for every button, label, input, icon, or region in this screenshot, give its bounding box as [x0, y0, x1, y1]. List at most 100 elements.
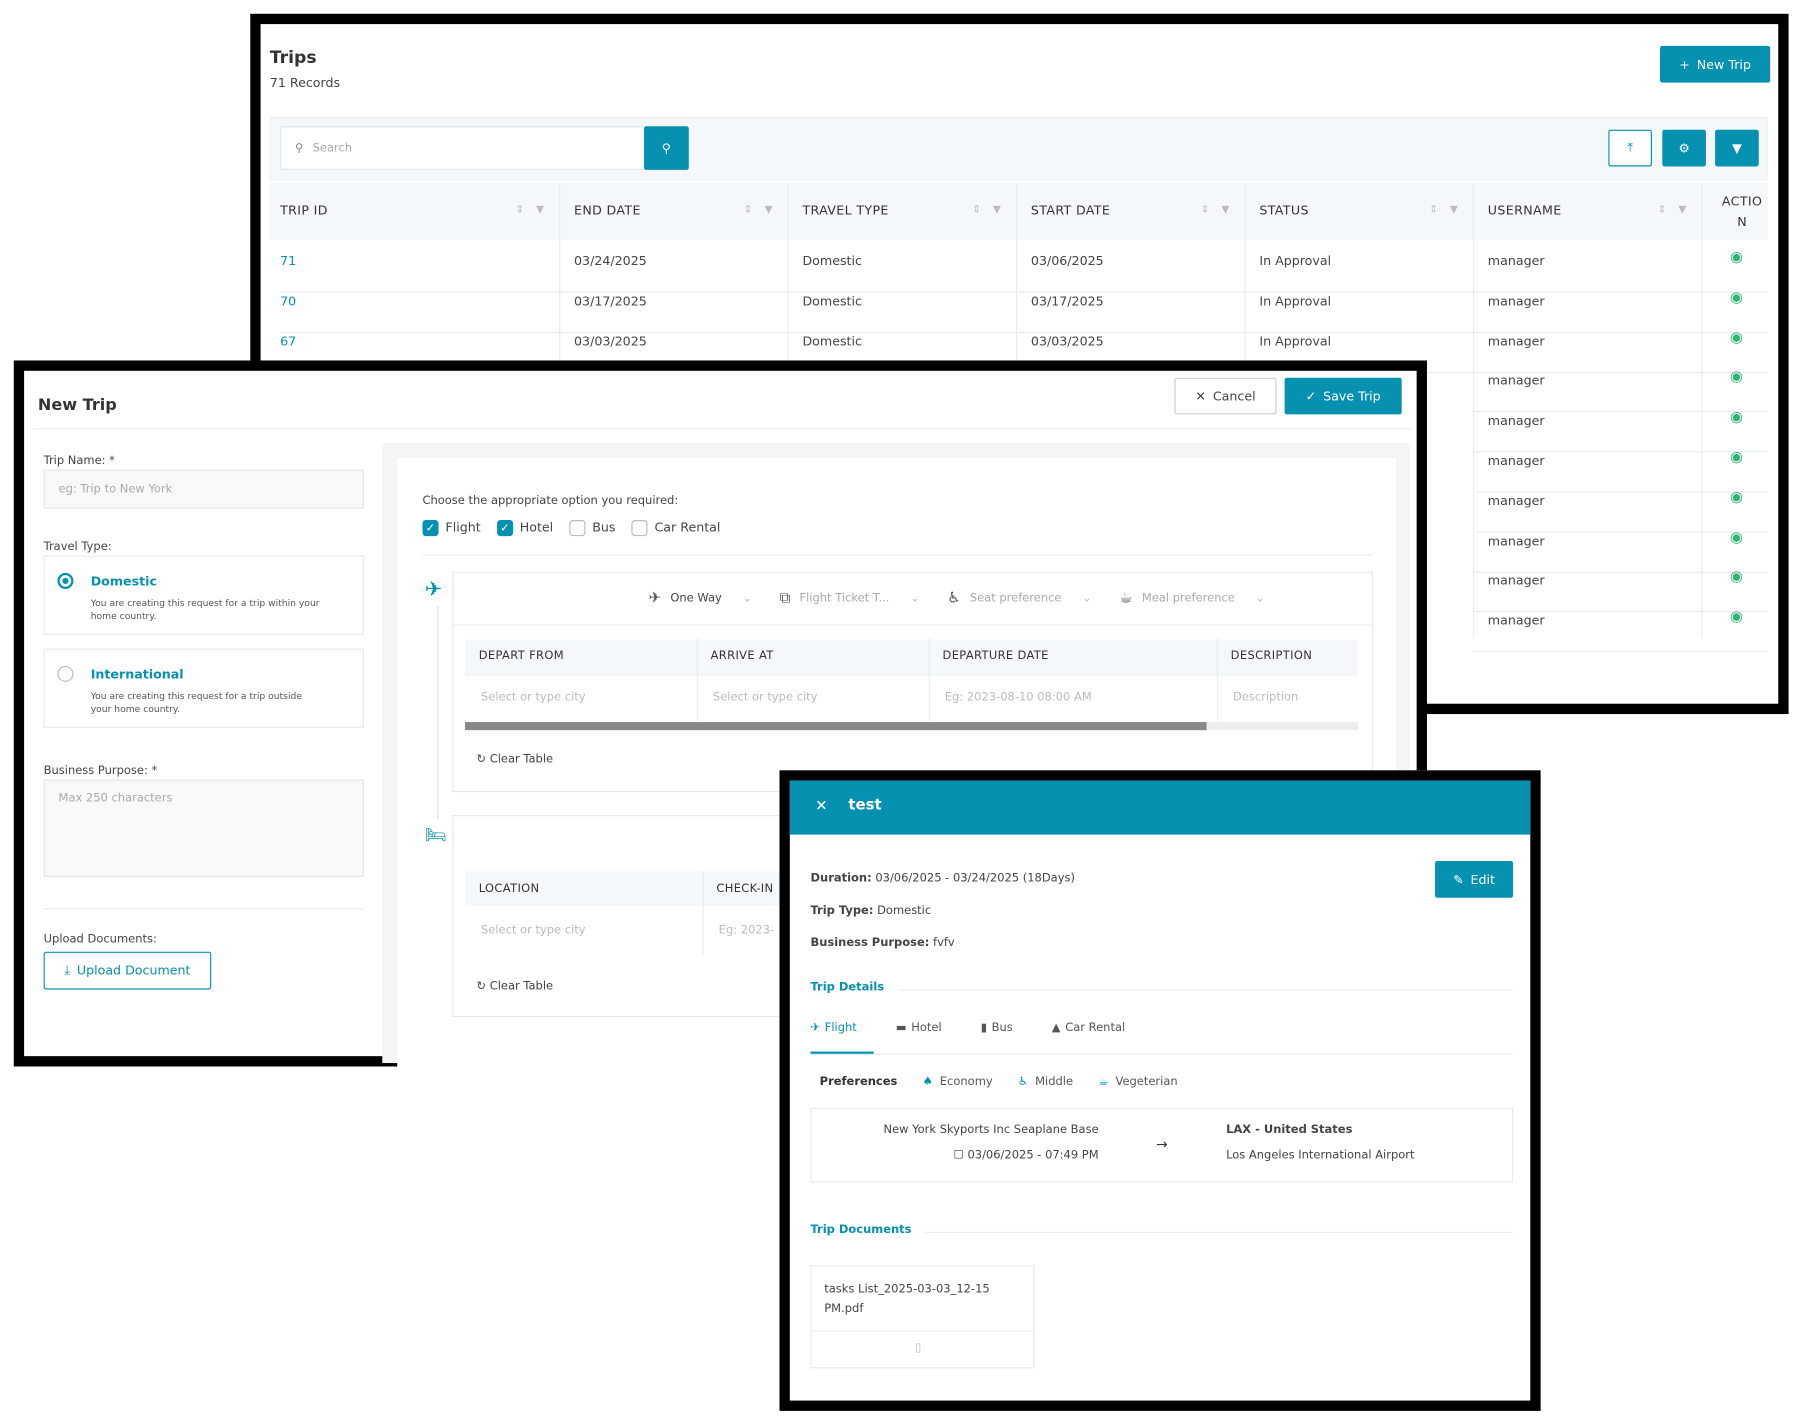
sort-icon[interactable]: ⇕ [1200, 204, 1210, 216]
checkbox[interactable]: ✓ [496, 520, 513, 537]
cell-input[interactable]: Eg: 2023-08-10 08:00 AM [944, 691, 1092, 704]
filter-icon[interactable]: ▼ [1678, 204, 1687, 216]
sort-icon[interactable]: ⇕ [743, 204, 753, 216]
view-eye-icon[interactable]: ◉ [1730, 568, 1744, 586]
option-flight[interactable]: ✓ Flight [422, 520, 481, 537]
clear-table-button[interactable]: ↻ Clear Table [476, 980, 554, 994]
business-purpose-textarea[interactable]: Max 250 characters [43, 779, 364, 878]
search-icon: ⚲ [295, 141, 304, 155]
view-eye-icon[interactable]: ◉ [1730, 368, 1744, 387]
horizontal-scrollbar[interactable] [464, 722, 1359, 731]
tab-hotel[interactable]: ▬ Hotel [895, 1021, 942, 1035]
domestic-option[interactable]: Domestic You are creating this request f… [43, 555, 364, 635]
trip-id-link[interactable]: 67 [280, 333, 297, 349]
arrow-icon: → [1156, 1136, 1168, 1153]
cell-input[interactable]: Select or type city [481, 691, 586, 704]
checkbox[interactable] [569, 520, 586, 537]
cell-input[interactable]: Eg: 2023- [718, 924, 775, 937]
cell-input[interactable]: Description [1232, 691, 1299, 704]
table-cell: manager [1487, 533, 1545, 549]
filter-button[interactable]: ▼ [1715, 129, 1759, 167]
pref-dropdown[interactable]: ☕ Meal preference ⌄ [1119, 590, 1266, 608]
chevron-down-icon: ⌄ [1255, 592, 1266, 605]
view-eye-icon[interactable]: ◉ [1730, 608, 1744, 626]
column-header[interactable]: END DATE [574, 203, 641, 219]
document-card[interactable]: tasks List_2025-03-03_12-15 PM.pdf ▯ [810, 1265, 1035, 1369]
option-bus[interactable]: Bus [569, 520, 615, 537]
search-input[interactable]: ⚲ Search [280, 126, 646, 170]
filter-icon[interactable]: ▼ [1449, 204, 1458, 216]
pref-dropdown[interactable]: ✈ One Way ⌄ [648, 590, 753, 608]
column-header[interactable]: STATUS [1259, 203, 1309, 219]
radio-selected[interactable] [57, 572, 74, 589]
checkbox[interactable]: ✓ [422, 520, 439, 537]
column-header: DESCRIPTION [1230, 649, 1313, 663]
bed-icon: 🛏 [424, 824, 447, 845]
column-header[interactable]: TRIP ID [280, 203, 328, 219]
pref-dropdown[interactable]: ♿ Seat preference ⌄ [947, 590, 1092, 608]
upload-document-button[interactable]: ⤓ Upload Document [43, 951, 212, 990]
save-trip-button[interactable]: ✓ Save Trip [1284, 377, 1402, 415]
view-eye-icon[interactable]: ◉ [1730, 408, 1744, 427]
detail-header [789, 780, 1531, 835]
trip-id-link[interactable]: 71 [280, 253, 297, 269]
table-cell: manager [1487, 333, 1545, 349]
filter-icon[interactable]: ▼ [536, 204, 545, 216]
sort-icon[interactable]: ⇕ [1429, 204, 1438, 216]
view-eye-icon[interactable]: ◉ [1730, 249, 1744, 267]
transport-options: ✓ Flight ✓ Hotel Bus Car Rental [422, 520, 720, 537]
new-trip-button[interactable]: + New Trip [1660, 45, 1771, 83]
tab-bus[interactable]: ▮ Bus [980, 1021, 1013, 1035]
tab-car-rental[interactable]: ▲ Car Rental [1051, 1021, 1126, 1035]
table-cell: In Approval [1259, 253, 1332, 269]
view-eye-icon[interactable]: ◉ [1730, 289, 1744, 307]
column-header[interactable]: TRAVEL TYPE [802, 203, 889, 219]
settings-button[interactable]: ⚙ [1662, 129, 1706, 167]
trip-id-link[interactable]: 70 [280, 293, 297, 309]
chevron-down-icon: ⌄ [1082, 592, 1092, 605]
search-button[interactable]: ⚲ [644, 126, 689, 170]
view-eye-icon[interactable]: ◉ [1730, 448, 1744, 467]
checkbox[interactable] [631, 520, 648, 537]
file-icon[interactable]: ▯ [914, 1342, 922, 1355]
edit-button[interactable]: ✎ Edit [1435, 861, 1514, 898]
column-header: CHECK-IN [716, 882, 774, 896]
chevron-down-icon: ⌄ [910, 592, 920, 605]
table-cell: In Approval [1259, 333, 1332, 349]
column-header[interactable]: START DATE [1030, 203, 1111, 219]
edit-icon: ✎ [1453, 871, 1464, 887]
preference-item: ♿ Middle [1017, 1075, 1074, 1089]
filter-icon[interactable]: ▼ [1221, 204, 1230, 216]
trip-name-input[interactable]: eg: Trip to New York [43, 469, 364, 509]
cell-input[interactable]: Select or type city [481, 924, 586, 937]
tab-flight[interactable]: ✈ Flight [810, 1021, 857, 1035]
filter-icon[interactable]: ▼ [993, 204, 1001, 216]
cell-input[interactable]: Select or type city [712, 691, 818, 704]
radio-unselected[interactable] [57, 665, 74, 682]
option-car-rental[interactable]: Car Rental [631, 520, 720, 537]
sort-icon[interactable]: ⇕ [515, 204, 525, 216]
column-header[interactable]: USERNAME [1487, 203, 1562, 219]
preference-item: ♠ Economy [922, 1075, 993, 1089]
international-option[interactable]: International You are creating this requ… [43, 648, 364, 728]
view-eye-icon[interactable]: ◉ [1730, 488, 1744, 507]
export-button[interactable]: ⤒ [1608, 129, 1652, 167]
clear-table-button[interactable]: ↻ Clear Table [476, 753, 554, 766]
column-header: ARRIVE AT [710, 649, 774, 663]
flight-segment: New York Skyports Inc Seaplane Base ☐ 03… [810, 1107, 1514, 1183]
cancel-button[interactable]: ✕ Cancel [1174, 377, 1277, 415]
pref-dropdown[interactable]: ⧉ Flight Ticket T... ⌄ [779, 590, 920, 608]
table-cell: manager [1487, 453, 1545, 469]
chevron-down-icon: ⌄ [742, 592, 753, 605]
table-cell: 03/17/2025 [1030, 293, 1104, 309]
option-hotel[interactable]: ✓ Hotel [496, 520, 553, 537]
filter-icon[interactable]: ▼ [764, 204, 773, 216]
close-icon[interactable]: ✕ [815, 797, 828, 816]
view-eye-icon[interactable]: ◉ [1730, 528, 1744, 546]
column-header[interactable]: ACTIO N [1721, 194, 1763, 230]
sort-icon[interactable]: ⇕ [1657, 204, 1667, 216]
trip-detail-window: ✕ test ✎ Edit Duration: 03/06/2025 - 03/2… [779, 770, 1541, 1411]
view-eye-icon[interactable]: ◉ [1730, 329, 1744, 347]
sort-icon[interactable]: ⇕ [972, 204, 982, 216]
filter-icon: ▼ [1732, 140, 1742, 156]
